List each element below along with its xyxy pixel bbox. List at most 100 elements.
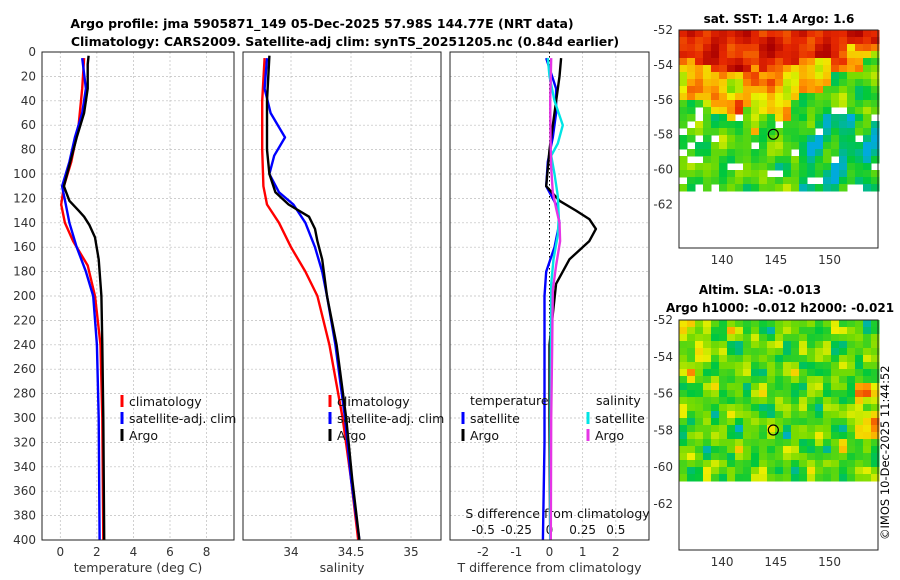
map-cell (719, 79, 728, 87)
map-cell (759, 432, 768, 440)
map-cell (855, 467, 864, 475)
map-cell (855, 86, 864, 94)
map-cell (783, 334, 792, 342)
map-cell (727, 37, 736, 45)
map-cell (831, 100, 840, 108)
map-cell (839, 142, 848, 150)
map-cell (735, 432, 744, 440)
map-cell (815, 58, 824, 66)
map-cell (751, 100, 760, 108)
map-cell (807, 453, 816, 461)
map-cell (775, 432, 784, 440)
map-cell (775, 135, 784, 143)
map-cell (831, 348, 840, 356)
map-cell (735, 156, 744, 164)
map-cell (871, 93, 880, 101)
map-cell (863, 128, 872, 136)
map-cell (703, 114, 712, 122)
map-cell (751, 460, 760, 468)
map-cell (775, 177, 784, 185)
map-cell (775, 362, 784, 370)
map-cell (703, 170, 712, 178)
map-cell (767, 432, 776, 440)
map-cell (855, 163, 864, 171)
map-cell (735, 142, 744, 150)
s-tick-label: 0.25 (569, 523, 596, 537)
map-cell (767, 390, 776, 398)
map-cell (799, 362, 808, 370)
map-cell (751, 341, 760, 349)
map-cell (831, 411, 840, 419)
map-cell (695, 51, 704, 59)
map-cell (711, 418, 720, 426)
map-cell (703, 320, 712, 328)
legend-title-salinity: salinity (596, 393, 641, 408)
map-cell (815, 93, 824, 101)
map-cell (863, 348, 872, 356)
map-cell (831, 327, 840, 335)
map-cell (815, 170, 824, 178)
map-cell (775, 30, 784, 38)
map-cell (703, 397, 712, 405)
x-tick-label: 140 (711, 253, 734, 267)
map-cell (799, 446, 808, 454)
map-cell (831, 44, 840, 52)
map-cell (799, 121, 808, 129)
map-cell (823, 404, 832, 412)
map-cell (695, 404, 704, 412)
map-cell (743, 156, 752, 164)
map-cell (823, 135, 832, 143)
map-cell (791, 184, 800, 192)
map-cell (823, 121, 832, 129)
map-cell (871, 121, 880, 129)
map-cell (823, 376, 832, 384)
map-cell (743, 44, 752, 52)
map-cell (743, 383, 752, 391)
map-cell (719, 348, 728, 356)
map-cell (807, 184, 816, 192)
map-cell (703, 51, 712, 59)
map-cell (695, 86, 704, 94)
map-cell (863, 320, 872, 328)
map-cell (815, 446, 824, 454)
map-cell (727, 467, 736, 475)
map-cell (751, 65, 760, 73)
map-cell (687, 65, 696, 73)
map-cell (719, 72, 728, 80)
map-cell (767, 376, 776, 384)
map-cell (711, 58, 720, 66)
map-cell (759, 177, 768, 185)
map-cell (767, 184, 776, 192)
map-cell (783, 453, 792, 461)
map-cell (847, 65, 856, 73)
map-cell (863, 170, 872, 178)
map-cell (719, 93, 728, 101)
map-cell (799, 355, 808, 363)
map-cell (743, 114, 752, 122)
map-cell (695, 341, 704, 349)
map-cell (687, 163, 696, 171)
map-cell (767, 156, 776, 164)
map-cell (695, 58, 704, 66)
series-line-satellite-adj-clim (60, 57, 101, 541)
map-cell (807, 51, 816, 59)
map-cell (783, 397, 792, 405)
map-cell (719, 142, 728, 150)
map-cell (751, 93, 760, 101)
map-cell (791, 177, 800, 185)
map-cell (831, 460, 840, 468)
series-line-argo (62, 55, 106, 541)
map-cell (855, 474, 864, 482)
map-cell (743, 411, 752, 419)
map-cell (871, 107, 880, 115)
map-cell (679, 383, 688, 391)
map-cell (815, 439, 824, 447)
map-cell (687, 44, 696, 52)
map-cell (855, 418, 864, 426)
map-cell (807, 320, 816, 328)
map-cell (695, 327, 704, 335)
map-cell (719, 439, 728, 447)
map-cell (799, 439, 808, 447)
map-cell (839, 163, 848, 171)
map-cell (735, 355, 744, 363)
